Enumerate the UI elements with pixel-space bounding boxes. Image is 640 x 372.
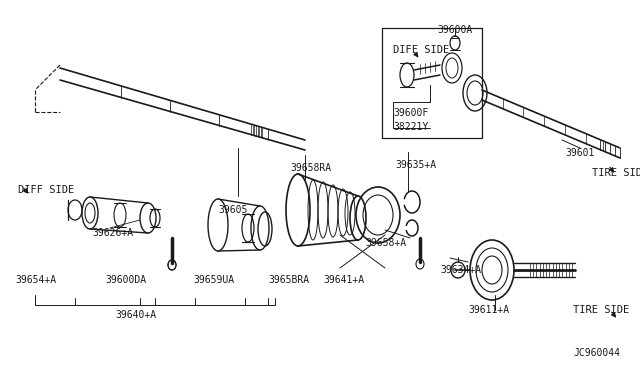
Text: DIFF SIDE: DIFF SIDE — [393, 45, 449, 55]
Text: 39640+A: 39640+A — [115, 310, 156, 320]
Text: 39600A: 39600A — [437, 25, 472, 35]
Text: 39601: 39601 — [565, 148, 595, 158]
Text: 38221Y: 38221Y — [393, 122, 428, 132]
Text: 39600DA: 39600DA — [105, 275, 146, 285]
Text: 39600F: 39600F — [393, 108, 428, 118]
Text: JC960044: JC960044 — [573, 348, 620, 358]
Text: 39658RA: 39658RA — [290, 163, 331, 173]
Text: 39654+A: 39654+A — [15, 275, 56, 285]
Text: 39634+A: 39634+A — [440, 265, 481, 275]
Text: 39635+A: 39635+A — [395, 160, 436, 170]
Text: 39611+A: 39611+A — [468, 305, 509, 315]
Ellipse shape — [416, 259, 424, 269]
Text: TIRE SIDE: TIRE SIDE — [573, 305, 629, 315]
Text: 39626+A: 39626+A — [92, 228, 133, 238]
Text: DIFF SIDE: DIFF SIDE — [18, 185, 74, 195]
Text: TIRE SIDE: TIRE SIDE — [592, 168, 640, 178]
Text: 3965BRA: 3965BRA — [268, 275, 309, 285]
Text: 39605: 39605 — [218, 205, 248, 215]
Text: 39641+A: 39641+A — [323, 275, 364, 285]
Ellipse shape — [168, 260, 176, 270]
Text: 39658+A: 39658+A — [365, 238, 406, 248]
Text: 39659UA: 39659UA — [193, 275, 234, 285]
